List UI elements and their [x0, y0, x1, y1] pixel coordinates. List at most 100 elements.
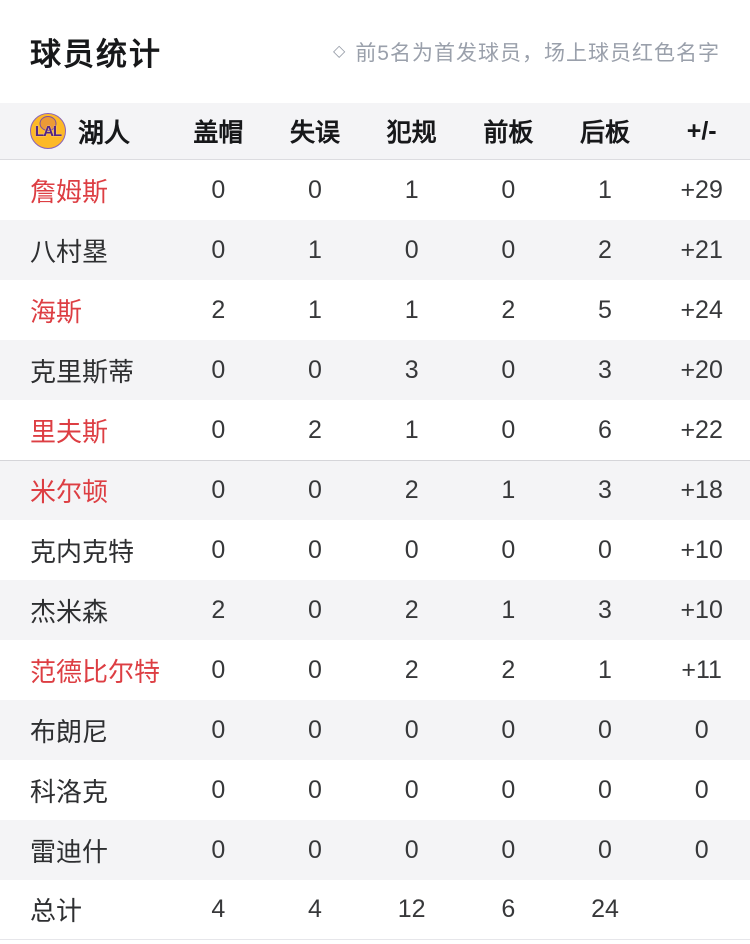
player-name: 里夫斯 [30, 416, 109, 447]
player-name-cell: 杰米森 [0, 592, 170, 629]
column-header-fouls: 犯规 [386, 119, 437, 147]
player-name-cell: 克内克特 [0, 532, 170, 569]
stat-blocks: 0 [211, 835, 226, 864]
stat-turnovers: 0 [308, 535, 322, 564]
table-row[interactable]: 杰米森 2 0 2 1 3 +10 [0, 580, 750, 640]
table-row[interactable]: 克内克特 0 0 0 0 0 +10 [0, 520, 750, 580]
stat-plus-minus: +21 [680, 235, 723, 264]
table-row[interactable]: 雷迪什 0 0 0 0 0 0 [0, 820, 750, 880]
player-name-cell: 布朗尼 [0, 712, 170, 749]
player-stats-table[interactable]: LAL 湖人 盖帽 失误 犯规 前板 后板 +/- 詹姆斯 0 0 1 0 1 … [0, 103, 750, 940]
player-name: 杰米森 [30, 596, 109, 627]
player-name-cell: 詹姆斯 [0, 172, 170, 209]
stat-defensive-rebounds: 3 [598, 595, 612, 624]
player-name: 詹姆斯 [30, 176, 109, 207]
table-row[interactable]: 总计 4 4 12 6 24 [0, 880, 750, 940]
stat-fouls: 0 [404, 235, 419, 264]
stat-defensive-rebounds: 0 [598, 775, 612, 804]
stat-blocks: 0 [211, 775, 226, 804]
stat-plus-minus: 0 [694, 835, 709, 864]
stat-defensive-rebounds: 0 [598, 715, 612, 744]
table-row[interactable]: 科洛克 0 0 0 0 0 0 [0, 760, 750, 820]
stat-blocks: 2 [211, 595, 226, 624]
stat-offensive-rebounds: 0 [501, 775, 516, 804]
stat-offensive-rebounds: 0 [501, 535, 516, 564]
stat-turnovers: 0 [308, 476, 322, 504]
table-row[interactable]: 克里斯蒂 0 0 3 0 3 +20 [0, 340, 750, 400]
stat-blocks: 2 [211, 295, 226, 324]
stat-blocks: 0 [211, 655, 226, 684]
stat-turnovers: 0 [308, 175, 322, 204]
player-name-cell: 克里斯蒂 [0, 352, 170, 389]
stat-defensive-rebounds: 0 [598, 835, 612, 864]
player-name-cell: 总计 [0, 891, 170, 928]
player-name-cell: 里夫斯 [0, 412, 170, 449]
stat-blocks: 0 [211, 175, 226, 204]
stat-fouls: 0 [404, 715, 419, 744]
stat-turnovers: 1 [308, 295, 322, 324]
stat-plus-minus: +24 [680, 295, 723, 324]
column-header-plus-minus: +/- [686, 116, 717, 145]
player-name: 克里斯蒂 [30, 356, 135, 387]
stat-offensive-rebounds: 1 [501, 476, 516, 504]
player-name: 克内克特 [30, 536, 135, 567]
table-row[interactable]: 詹姆斯 0 0 1 0 1 +29 [0, 160, 750, 220]
stat-plus-minus: 0 [694, 715, 709, 744]
table-row[interactable]: 米尔顿 0 0 2 1 3 +18 [0, 460, 750, 520]
stat-offensive-rebounds: 2 [501, 655, 516, 684]
table-row[interactable]: 里夫斯 0 2 1 0 6 +22 [0, 400, 750, 460]
stat-turnovers: 0 [308, 655, 322, 684]
stat-defensive-rebounds: 1 [598, 655, 612, 684]
table-row[interactable]: 布朗尼 0 0 0 0 0 0 [0, 700, 750, 760]
player-name-cell: 米尔顿 [0, 472, 170, 509]
lakers-logo-icon: LAL [30, 113, 66, 149]
stat-defensive-rebounds: 5 [598, 295, 612, 324]
stat-turnovers: 1 [308, 235, 322, 264]
player-name: 八村塁 [30, 236, 109, 267]
column-header-turnovers: 失误 [289, 119, 340, 147]
stat-plus-minus: +20 [680, 355, 723, 384]
player-name-cell: 雷迪什 [0, 832, 170, 869]
stat-offensive-rebounds: 6 [501, 895, 516, 923]
player-name: 总计 [30, 896, 83, 926]
stat-fouls: 2 [404, 655, 419, 684]
stat-plus-minus: 0 [694, 775, 709, 804]
stat-fouls: 12 [397, 895, 426, 923]
stat-turnovers: 0 [308, 775, 322, 804]
stat-offensive-rebounds: 2 [501, 295, 516, 324]
stat-blocks: 0 [211, 235, 226, 264]
stat-blocks: 0 [211, 355, 226, 384]
table-header-row: LAL 湖人 盖帽 失误 犯规 前板 后板 +/- [0, 103, 750, 160]
stat-plus-minus: +11 [681, 655, 722, 684]
stat-offensive-rebounds: 0 [501, 715, 516, 744]
page-title: 球员统计 [30, 37, 162, 72]
player-name-cell: 八村塁 [0, 232, 170, 269]
stat-offensive-rebounds: 1 [501, 595, 516, 624]
column-header-defensive-rebounds: 后板 [579, 119, 630, 147]
stat-offensive-rebounds: 0 [501, 175, 516, 204]
player-name: 布朗尼 [30, 716, 109, 747]
table-row[interactable]: 海斯 2 1 1 2 5 +24 [0, 280, 750, 340]
stat-offensive-rebounds: 0 [501, 235, 516, 264]
stat-turnovers: 0 [308, 835, 322, 864]
table-row[interactable]: 八村塁 0 1 0 0 2 +21 [0, 220, 750, 280]
stat-offensive-rebounds: 0 [501, 415, 516, 444]
stat-fouls: 1 [404, 415, 419, 444]
stat-blocks: 4 [211, 895, 226, 923]
stat-turnovers: 2 [308, 415, 322, 444]
table-row[interactable]: 范德比尔特 0 0 2 2 1 +11 [0, 640, 750, 700]
stat-fouls: 0 [404, 775, 419, 804]
team-header-cell: LAL 湖人 [0, 113, 170, 150]
stat-defensive-rebounds: 24 [591, 895, 619, 923]
stat-fouls: 0 [404, 535, 419, 564]
player-name-cell: 科洛克 [0, 772, 170, 809]
table-body: 詹姆斯 0 0 1 0 1 +29 八村塁 0 1 0 0 2 +21 海斯 2… [0, 160, 750, 940]
stat-defensive-rebounds: 3 [598, 476, 612, 504]
legend-note: ◇ 前5名为首发球员，场上球员红色名字 [333, 37, 720, 67]
legend-note-text: 前5名为首发球员，场上球员红色名字 [355, 41, 720, 65]
stat-turnovers: 0 [308, 715, 322, 744]
stat-fouls: 2 [404, 476, 419, 504]
stat-plus-minus: +22 [680, 415, 723, 444]
stat-fouls: 1 [404, 295, 419, 324]
